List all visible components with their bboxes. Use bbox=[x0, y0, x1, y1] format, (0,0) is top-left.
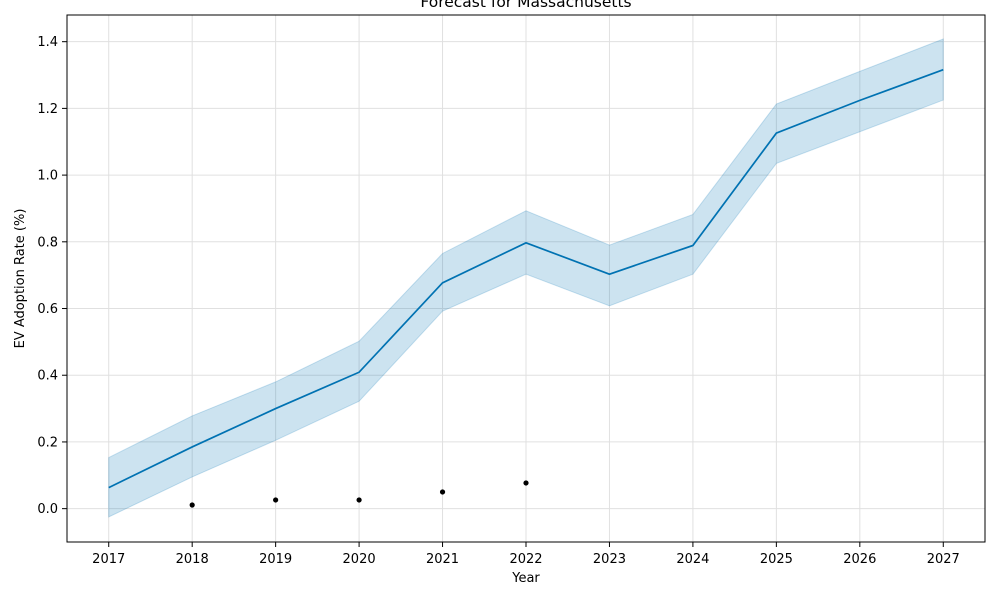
x-axis-ticks: 2017 2018 2019 2020 2021 2022 2023 2024 2025 2026… bbox=[92, 542, 960, 567]
x-tick-label: 2019 bbox=[259, 552, 292, 567]
y-tick-label: 0.2 bbox=[37, 435, 58, 450]
x-tick-label: 2018 bbox=[176, 552, 209, 567]
observed-point bbox=[439, 489, 446, 495]
x-tick-label: 2027 bbox=[927, 552, 960, 567]
y-tick-label: 0.8 bbox=[37, 235, 58, 250]
observed-point bbox=[356, 497, 362, 503]
y-tick-label: 1.4 bbox=[37, 35, 58, 50]
forecast-line bbox=[108, 68, 944, 489]
uncertainty-band bbox=[108, 38, 944, 518]
x-tick-label: 2025 bbox=[760, 552, 793, 567]
x-axis-title: Year bbox=[511, 571, 540, 586]
x-tick-label: 2021 bbox=[426, 552, 459, 567]
x-tick-label: 2020 bbox=[343, 552, 376, 567]
observed-point bbox=[189, 502, 195, 508]
observed-point bbox=[273, 497, 279, 503]
y-tick-label: 0.4 bbox=[37, 369, 58, 384]
y-axis-ticks: 0.0 0.2 0.4 0.6 0.8 1.0 1.2 1.4 bbox=[37, 35, 67, 517]
y-axis-title: EV Adoption Rate (%) bbox=[13, 209, 28, 349]
chart-title: Forecast for Massachusetts bbox=[420, 0, 631, 11]
x-tick-label: 2023 bbox=[593, 552, 626, 567]
observed-point bbox=[523, 480, 529, 486]
y-tick-label: 1.2 bbox=[37, 102, 58, 117]
x-tick-label: 2026 bbox=[843, 552, 876, 567]
x-tick-label: 2024 bbox=[676, 552, 709, 567]
x-tick-label: 2022 bbox=[509, 552, 542, 567]
y-tick-label: 1.0 bbox=[37, 169, 58, 184]
y-tick-label: 0.6 bbox=[37, 302, 58, 317]
y-tick-label: 0.0 bbox=[37, 502, 58, 517]
grid bbox=[67, 15, 985, 542]
observed-points bbox=[189, 480, 529, 508]
x-tick-label: 2017 bbox=[92, 552, 125, 567]
